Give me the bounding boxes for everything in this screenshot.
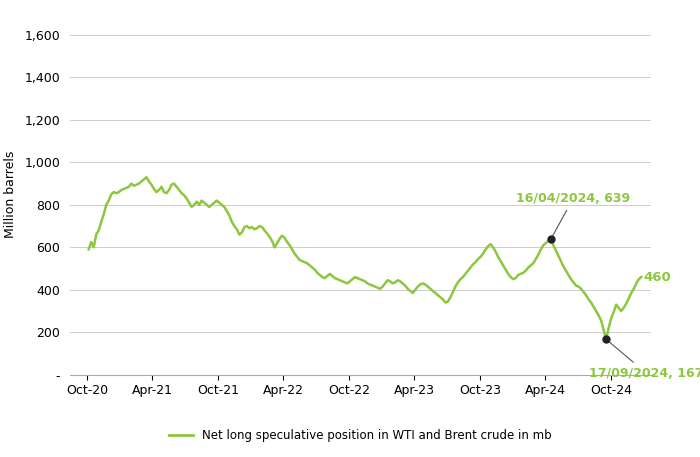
Legend: Net long speculative position in WTI and Brent crude in mb: Net long speculative position in WTI and… xyxy=(164,424,556,446)
Y-axis label: Million barrels: Million barrels xyxy=(4,150,18,238)
Text: 16/04/2024, 639: 16/04/2024, 639 xyxy=(516,192,630,237)
Text: 460: 460 xyxy=(643,271,671,283)
Text: 17/09/2024, 167: 17/09/2024, 167 xyxy=(589,341,700,380)
